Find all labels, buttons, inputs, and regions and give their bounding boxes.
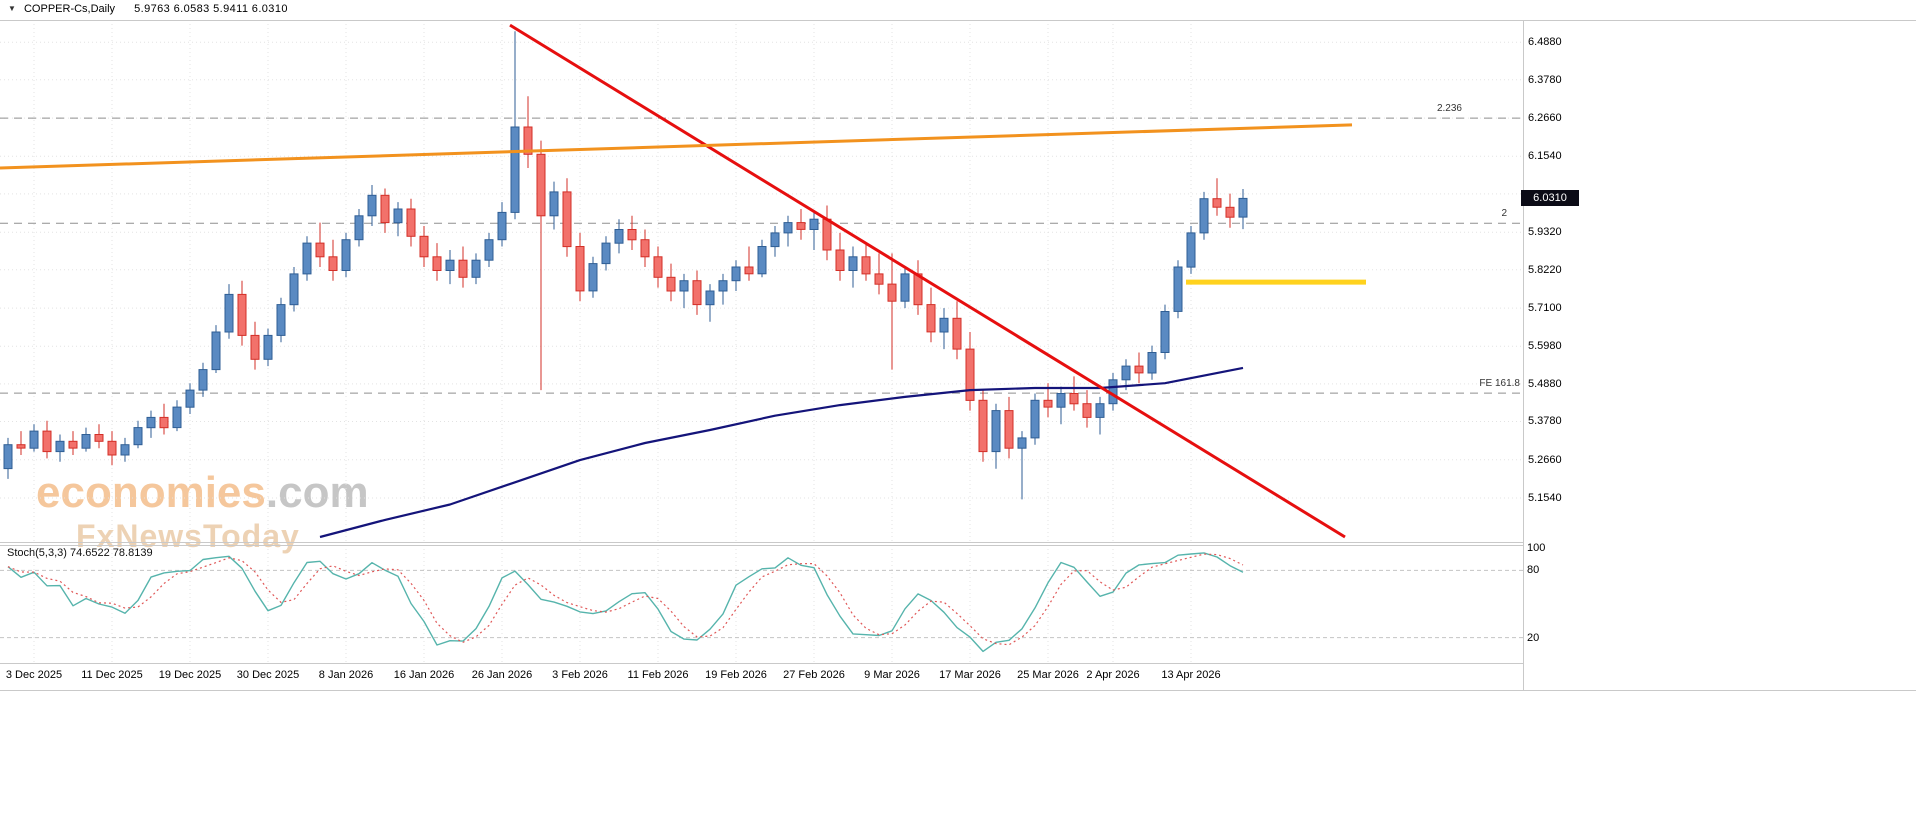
fib-level-label: 2 [1501, 208, 1507, 220]
time-axis-label: 3 Feb 2026 [552, 669, 608, 681]
stoch-chart-canvas[interactable] [0, 545, 1523, 663]
price-axis-label: 6.3780 [1528, 73, 1562, 86]
watermark: economies.com FxNewsToday [36, 468, 369, 555]
fib-level-label: 2.236 [1436, 103, 1462, 115]
fib-level-label: FE 161.8 [1479, 378, 1520, 390]
watermark-brand-text: economies [36, 468, 266, 517]
moving-average-line [319, 366, 1244, 539]
watermark-tagline: FxNewsToday [76, 518, 300, 555]
time-axis-label: 30 Dec 2025 [236, 669, 300, 681]
fib-extension-lines [0, 117, 1523, 394]
watermark-brand: economies.com [36, 468, 369, 517]
time-axis-label: 25 Mar 2026 [1017, 669, 1079, 681]
price-axis-label: 5.5980 [1528, 340, 1562, 353]
frame-top-border [0, 20, 1916, 21]
price-axis-label: 5.4880 [1528, 377, 1562, 390]
watermark-brand-suffix: .com [265, 468, 369, 517]
stoch-axis-label: 100 [1527, 542, 1546, 554]
candlesticks [3, 31, 1248, 500]
time-axis-label: 27 Feb 2026 [783, 669, 845, 681]
price-axis-label: 5.8220 [1528, 263, 1562, 276]
ohlc-values: 5.9763 6.0583 5.9411 6.0310 [134, 3, 288, 15]
stoch-bottom-border [0, 663, 1523, 664]
descending-resistance-trendline [509, 23, 1346, 539]
time-axis-label: 17 Mar 2026 [939, 669, 1001, 681]
time-axis[interactable]: 3 Dec 2025 11 Dec 2025 19 Dec 2025 30 Dec 2… [0, 663, 1523, 690]
price-axis-separator [1523, 20, 1524, 690]
time-axis-label: 11 Feb 2026 [627, 669, 689, 681]
price-axis-label: 5.9320 [1528, 226, 1562, 239]
stoch-d-line [7, 553, 1244, 646]
symbol-timeframe-label: COPPER-Cs,Daily [23, 3, 116, 15]
price-axis-label: 5.3780 [1528, 415, 1562, 428]
trendlines [0, 23, 1366, 539]
price-axis-label: 6.4880 [1528, 36, 1562, 49]
stoch-axis-label: 80 [1527, 564, 1540, 577]
frame-bottom-border [0, 690, 1916, 691]
stoch-k-line [7, 552, 1244, 653]
symbol-dropdown-icon[interactable]: ▼ [8, 4, 16, 13]
time-axis-label: 26 Jan 2026 [471, 669, 533, 681]
stoch-d-path [7, 553, 1244, 646]
current-price-box: 6.0310 [1521, 190, 1579, 207]
price-axis-label: 6.2660 [1528, 112, 1562, 125]
stoch-axis-label: 20 [1527, 631, 1540, 644]
time-axis-label: 19 Feb 2026 [705, 669, 767, 681]
current-price-value: 6.0310 [1533, 192, 1567, 205]
moving-average-path [319, 366, 1244, 539]
price-axis[interactable]: 6.4880 6.3780 6.2660 6.1540 5.9320 5.8220 5.71… [1523, 20, 1593, 670]
time-axis-label: 13 Apr 2026 [1161, 669, 1221, 681]
ascending-orange-trendline [0, 123, 1353, 170]
price-axis-label: 6.1540 [1528, 150, 1562, 163]
time-axis-label: 16 Jan 2026 [393, 669, 455, 681]
stoch-grid-lines [0, 545, 1523, 663]
chart-title: ▼ COPPER-Cs,Daily 5.9763 6.0583 5.9411 6… [8, 3, 288, 15]
main-chart-canvas[interactable] [0, 20, 1523, 543]
price-axis-label: 5.1540 [1528, 492, 1562, 505]
time-axis-label: 3 Dec 2025 [5, 669, 63, 681]
stoch-indicator-label: Stoch(5,3,3) 74.6522 78.8139 [7, 547, 153, 559]
price-axis-label: 5.7100 [1528, 302, 1562, 315]
time-axis-label: 11 Dec 2025 [81, 669, 143, 681]
panel-separator-bottom [0, 545, 1523, 546]
price-axis-label: 5.2660 [1528, 453, 1562, 466]
time-axis-label: 8 Jan 2026 [318, 669, 374, 681]
time-axis-label: 2 Apr 2026 [1086, 669, 1140, 681]
time-axis-label: 9 Mar 2026 [864, 669, 920, 681]
panel-separator-top [0, 542, 1523, 543]
time-axis-label: 19 Dec 2025 [158, 669, 222, 681]
stoch-k-path [7, 552, 1244, 653]
